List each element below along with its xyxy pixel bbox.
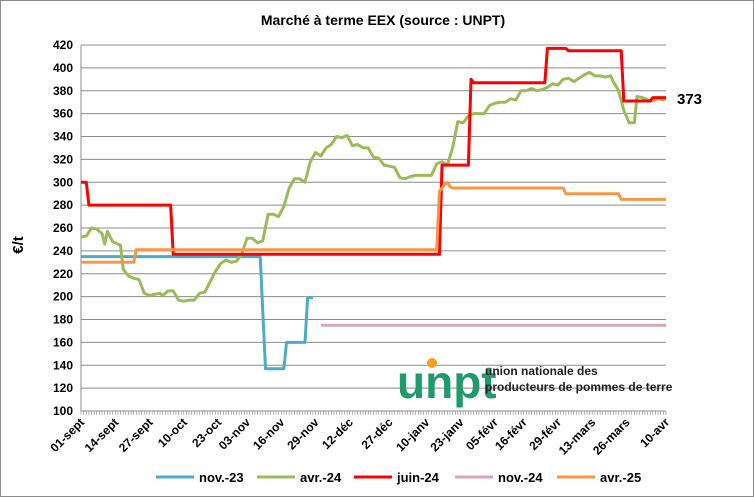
x-tick-label: 10-oct xyxy=(155,415,190,450)
series-lines xyxy=(80,46,667,371)
y-tick-label: 400 xyxy=(53,61,73,75)
series-line-avr.-25 xyxy=(81,180,666,264)
x-tick-label: 12-déc xyxy=(319,415,356,452)
unpt-logo-dot xyxy=(427,358,437,368)
legend-label-juin-24: juin-24 xyxy=(396,470,440,485)
series-line-avr.-24 xyxy=(80,70,667,303)
y-tick-label: 120 xyxy=(53,381,73,395)
x-tick-label: 03-nov xyxy=(216,415,253,452)
unpt-logo: unpt union nationale des producteurs de … xyxy=(397,356,673,408)
last-value-annotation: 373 xyxy=(677,91,702,108)
y-tick-label: 100 xyxy=(53,404,73,418)
grid-lines xyxy=(81,44,666,412)
legend: nov.-23 avr.-24 juin-24 nov.-24 avr.-25 xyxy=(156,470,641,485)
y-tick-label: 280 xyxy=(53,198,73,212)
x-tick-label: 16-févr xyxy=(492,415,530,453)
y-axis-label: €/t xyxy=(10,236,27,254)
x-tick-label: 27-déc xyxy=(359,415,396,452)
series-line-nov.-23 xyxy=(81,255,313,371)
legend-label-nov.-24: nov.-24 xyxy=(498,470,543,485)
x-tick-label: 23-janv xyxy=(427,415,466,454)
y-tick-label: 320 xyxy=(53,152,73,166)
x-tick-label: 01-sept xyxy=(48,415,88,455)
y-tick-label: 340 xyxy=(53,130,73,144)
chart-title: Marché à terme EEX (source : UNPT) xyxy=(261,12,505,28)
unpt-logo-line1: union nationale des xyxy=(485,364,598,378)
y-tick-label: 300 xyxy=(53,175,73,189)
series-line-juin-24 xyxy=(81,46,666,256)
y-tick-label: 260 xyxy=(53,221,73,235)
y-tick-label: 240 xyxy=(53,244,73,258)
legend-label-nov.-23: nov.-23 xyxy=(199,470,244,485)
x-tick-label: 10-janv xyxy=(393,415,432,454)
x-tick-label: 16-nov xyxy=(250,415,287,452)
x-tick-label: 14-sept xyxy=(82,415,122,455)
y-tick-label: 360 xyxy=(53,107,73,121)
x-tick-label: 27-sept xyxy=(116,415,156,455)
y-tick-label: 200 xyxy=(53,290,73,304)
y-tick-label: 180 xyxy=(53,313,73,327)
y-tick-label: 160 xyxy=(53,335,73,349)
y-tick-label: 220 xyxy=(53,267,73,281)
y-tick-label: 420 xyxy=(53,38,73,52)
unpt-logo-line2: producteurs de pommes de terre xyxy=(485,380,673,394)
y-tick-label: 380 xyxy=(53,84,73,98)
x-tick-label: 26-mars xyxy=(590,415,633,458)
legend-label-avr.-25: avr.-25 xyxy=(600,470,641,485)
x-tick-label: 13-mars xyxy=(556,415,599,458)
x-tick-label: 10-avr xyxy=(637,415,672,450)
legend-label-avr.-24: avr.-24 xyxy=(300,470,342,485)
y-tick-label: 140 xyxy=(53,358,73,372)
axes: 100 120 140 160 180 200 220 240 260 280 300 320 340 3… xyxy=(48,38,673,458)
unpt-logo-wordmark: unpt xyxy=(397,356,497,408)
x-tick-label: 29-nov xyxy=(284,415,321,452)
